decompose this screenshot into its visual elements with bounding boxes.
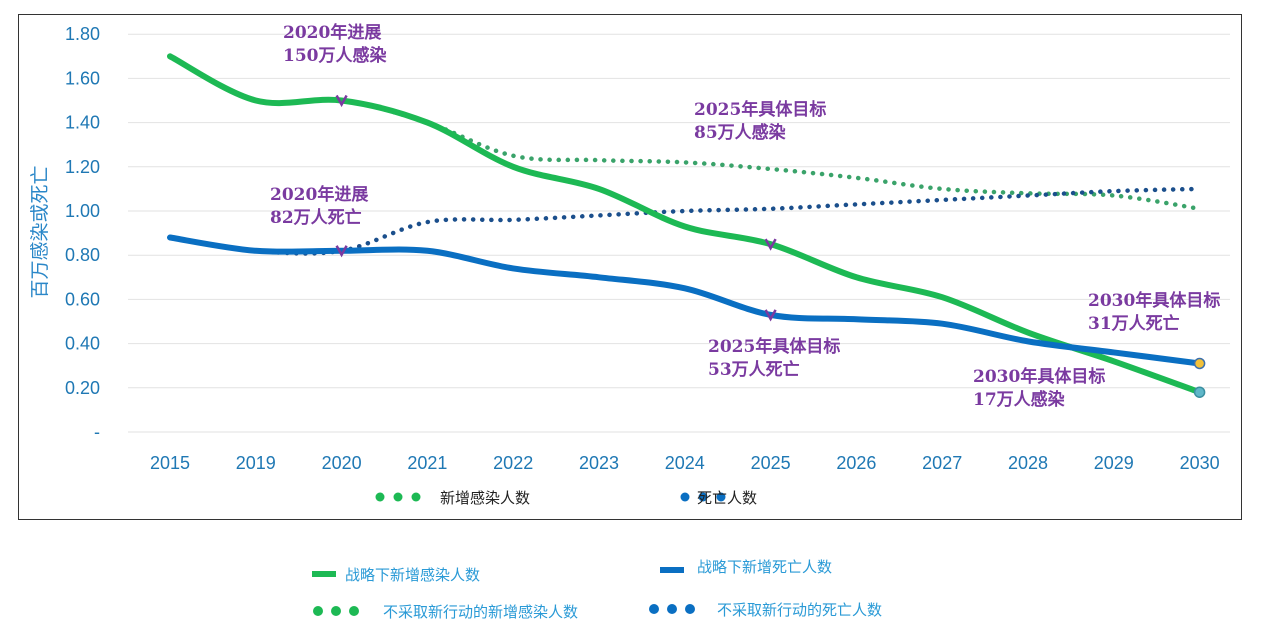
x-tick-label: 2019 bbox=[236, 453, 276, 473]
x-tick-label: 2021 bbox=[407, 453, 447, 473]
target-marker bbox=[335, 94, 348, 108]
x-tick-label: 2028 bbox=[1008, 453, 1048, 473]
annotation-label: 53万人死亡 bbox=[708, 359, 800, 380]
marker-2030-infections bbox=[1193, 386, 1206, 398]
annotation-label: 82万人死亡 bbox=[270, 207, 362, 228]
legend-swatch-dot bbox=[667, 604, 677, 614]
legend-swatch-dot bbox=[698, 492, 708, 502]
legend-label: 战略下新增死亡人数 bbox=[697, 558, 832, 576]
target-markers bbox=[335, 94, 1206, 398]
x-tick-label: 2024 bbox=[665, 453, 705, 473]
legend-swatch-dot bbox=[331, 606, 341, 616]
inner-legend: 新增感染人数 死亡人数 bbox=[375, 489, 757, 507]
target-marker bbox=[335, 245, 348, 258]
x-tick-label: 2020 bbox=[322, 453, 362, 473]
legend-swatch-dot bbox=[313, 606, 323, 616]
legend-swatch-dot bbox=[349, 606, 359, 616]
chart-frame bbox=[18, 14, 1242, 520]
series-group bbox=[167, 53, 1203, 396]
series-deaths-strategy bbox=[167, 234, 1203, 367]
grid-lines bbox=[128, 33, 1230, 433]
annotation-label: 2025年具体目标 bbox=[694, 99, 826, 120]
marker-2030-deaths bbox=[1193, 357, 1206, 370]
legend-swatch-dot bbox=[716, 492, 726, 502]
x-tick-label: 2025 bbox=[751, 453, 791, 473]
target-marker bbox=[764, 309, 777, 322]
annotation-label: 2020年进展 bbox=[283, 22, 381, 43]
annotation-label: 31万人死亡 bbox=[1088, 313, 1180, 334]
legend-label: 不采取新行动的死亡人数 bbox=[717, 601, 882, 619]
series-infections-strategy bbox=[167, 53, 1203, 396]
x-tick-label: 2026 bbox=[836, 453, 876, 473]
y-tick-label: - bbox=[94, 422, 100, 442]
legend-swatch-dot bbox=[680, 492, 690, 502]
y-tick-label: 0.60 bbox=[65, 289, 100, 309]
legend-label: 死亡人数 bbox=[697, 489, 757, 507]
y-tick-label: 1.40 bbox=[65, 113, 100, 133]
legend-swatch-dot bbox=[685, 604, 695, 614]
annotation-label: 85万人感染 bbox=[694, 122, 786, 143]
annotation-label: 2025年具体目标 bbox=[708, 336, 840, 357]
x-tick-label: 2027 bbox=[922, 453, 962, 473]
y-tick-label: 0.80 bbox=[65, 245, 100, 265]
legend-swatch-dot bbox=[411, 492, 421, 502]
x-tick-label: 2023 bbox=[579, 453, 619, 473]
y-tick-label: 1.20 bbox=[65, 157, 100, 177]
target-marker bbox=[764, 238, 777, 251]
x-axis-ticks: 2015 2019 2020 2021 2022 2023 2024 2025 2026 2027… bbox=[150, 453, 1220, 473]
annotation-label: 2030年具体目标 bbox=[973, 366, 1105, 387]
y-tick-label: 1.00 bbox=[65, 201, 100, 221]
legend-swatch-dot bbox=[393, 492, 403, 502]
y-axis-label: 百万感染或死亡 bbox=[29, 165, 51, 298]
annotation-label: 17万人感染 bbox=[973, 389, 1065, 410]
y-tick-label: 1.80 bbox=[65, 24, 100, 44]
y-tick-label: 0.20 bbox=[65, 378, 100, 398]
legend-label: 新增感染人数 bbox=[440, 489, 530, 507]
annotations: 2020年进展150万人感染2020年进展82万人死亡2025年具体目标85万人… bbox=[270, 22, 1220, 410]
x-tick-label: 2015 bbox=[150, 453, 190, 473]
x-tick-label: 2022 bbox=[493, 453, 533, 473]
annotation-label: 150万人感染 bbox=[283, 45, 387, 66]
y-tick-label: 1.60 bbox=[65, 68, 100, 88]
x-tick-label: 2030 bbox=[1180, 453, 1220, 473]
legend-swatch-dot bbox=[375, 492, 385, 502]
y-tick-label: 0.40 bbox=[65, 334, 100, 354]
annotation-label: 2020年进展 bbox=[270, 184, 368, 205]
y-axis-ticks: - 0.20 0.40 0.60 0.80 1.00 1.20 1.40 1.60 1.80 bbox=[65, 24, 100, 442]
legend-swatch-dot bbox=[649, 604, 659, 614]
legend-label: 战略下新增感染人数 bbox=[345, 566, 480, 584]
legend-label: 不采取新行动的新增感染人数 bbox=[383, 603, 578, 621]
x-tick-label: 2029 bbox=[1094, 453, 1134, 473]
annotation-label: 2030年具体目标 bbox=[1088, 290, 1220, 311]
